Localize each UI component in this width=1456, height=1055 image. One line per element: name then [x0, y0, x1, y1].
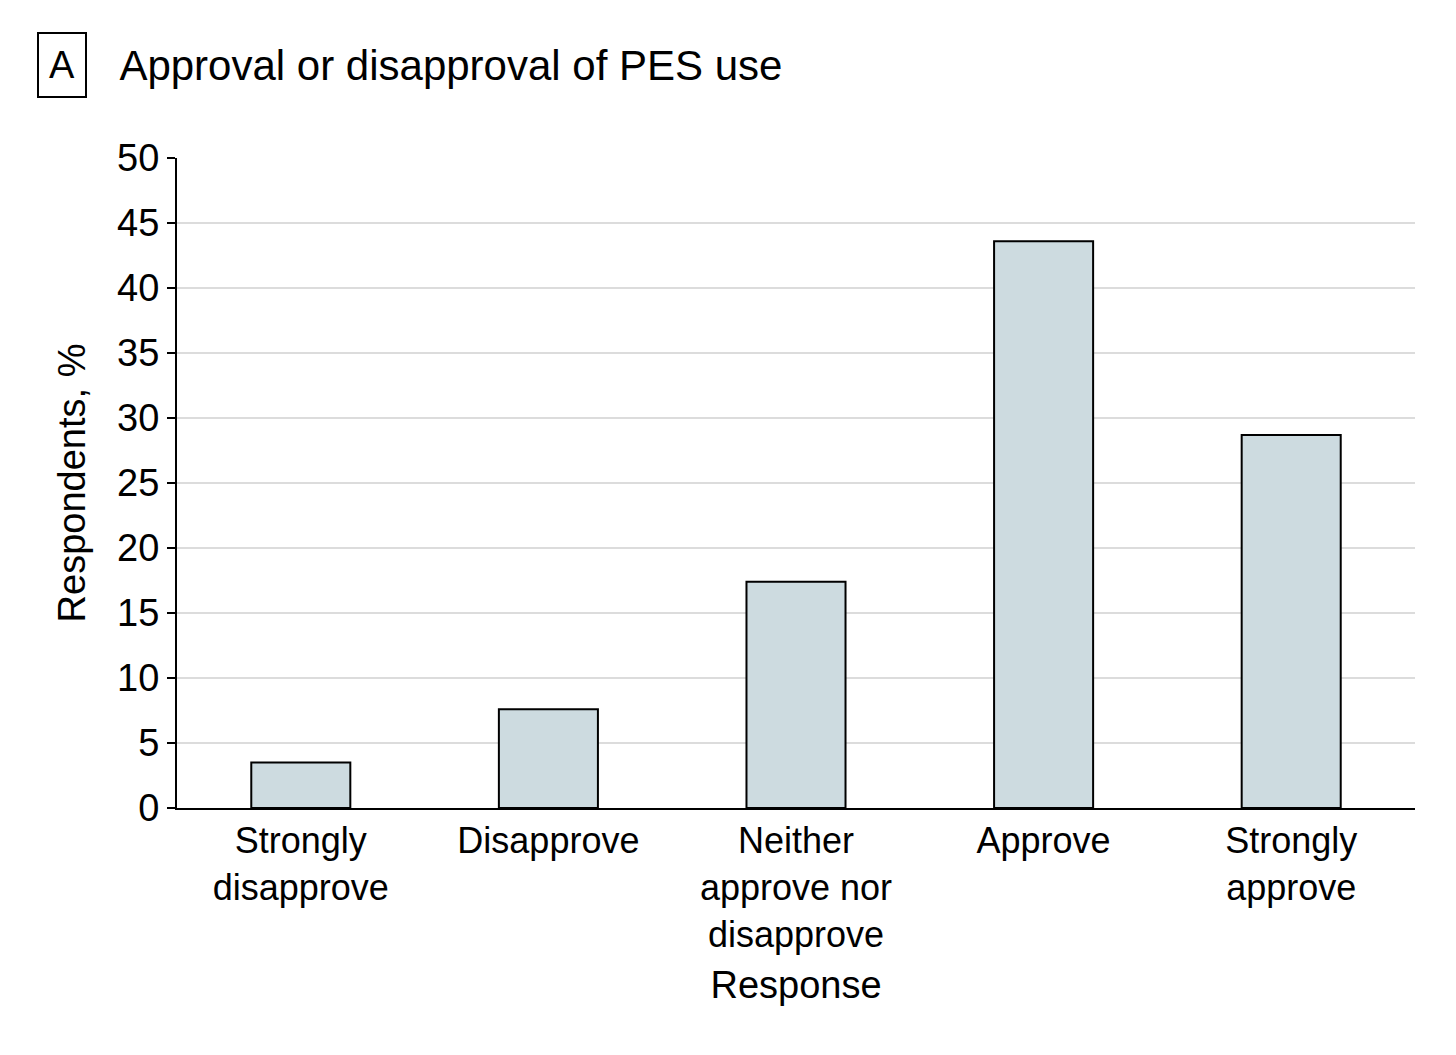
svg-text:Approve: Approve — [977, 820, 1111, 861]
svg-text:Disapprove: Disapprove — [457, 820, 639, 861]
svg-text:40: 40 — [117, 267, 159, 309]
svg-text:20: 20 — [117, 527, 159, 569]
svg-text:Respondents, %: Respondents, % — [51, 344, 93, 623]
svg-text:45: 45 — [117, 202, 159, 244]
svg-text:Stronglydisapprove: Stronglydisapprove — [213, 820, 389, 908]
svg-text:10: 10 — [117, 657, 159, 699]
svg-text:50: 50 — [117, 137, 159, 179]
svg-text:A: A — [49, 44, 75, 86]
svg-text:0: 0 — [138, 787, 159, 829]
svg-text:35: 35 — [117, 332, 159, 374]
svg-text:Response: Response — [710, 964, 881, 1006]
svg-text:15: 15 — [117, 592, 159, 634]
svg-text:5: 5 — [138, 722, 159, 764]
svg-text:Approval or disapproval of PES: Approval or disapproval of PES use — [119, 42, 782, 89]
svg-text:30: 30 — [117, 397, 159, 439]
svg-text:25: 25 — [117, 462, 159, 504]
svg-text:Stronglyapprove: Stronglyapprove — [1225, 820, 1357, 908]
svg-text:Neitherapprove nordisapprove: Neitherapprove nordisapprove — [700, 820, 892, 955]
